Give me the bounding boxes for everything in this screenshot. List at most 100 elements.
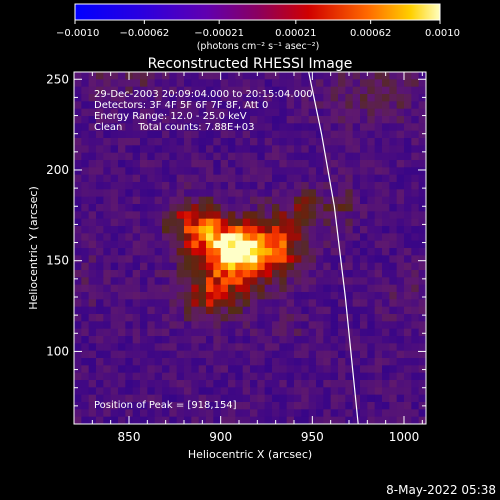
heatmap-cell bbox=[169, 328, 178, 337]
heatmap-cell bbox=[191, 160, 200, 168]
heatmap-cell bbox=[81, 314, 90, 322]
heatmap-cell bbox=[198, 321, 207, 330]
heatmap-cell bbox=[286, 343, 295, 352]
heatmap-cell bbox=[345, 277, 354, 286]
heatmap-cell bbox=[404, 336, 412, 344]
heatmap-cell bbox=[294, 350, 302, 359]
heatmap-cell bbox=[404, 86, 412, 95]
heatmap-cell bbox=[154, 240, 163, 249]
heatmap-cell bbox=[264, 152, 273, 161]
heatmap-cell bbox=[191, 321, 200, 330]
heatmap-cell bbox=[352, 270, 361, 278]
heatmap-cell bbox=[242, 343, 251, 352]
heatmap-cell bbox=[88, 233, 97, 242]
heatmap-cell bbox=[389, 358, 398, 366]
heatmap-cell bbox=[308, 226, 317, 234]
heatmap-cell bbox=[228, 204, 236, 212]
heatmap-cell bbox=[316, 86, 324, 95]
heatmap-cell bbox=[81, 218, 90, 227]
heatmap-cell bbox=[96, 167, 104, 176]
heatmap-cell bbox=[235, 182, 244, 190]
heatmap-cell bbox=[213, 160, 222, 168]
heatmap-cell bbox=[352, 314, 361, 322]
heatmap-cell bbox=[132, 387, 141, 396]
heatmap-cell bbox=[81, 321, 90, 330]
heatmap-cell bbox=[338, 145, 346, 154]
heatmap-cell bbox=[235, 218, 244, 227]
heatmap-cell bbox=[88, 394, 97, 403]
heatmap-cell bbox=[418, 292, 426, 300]
heatmap-cell bbox=[345, 262, 354, 271]
heatmap-cell bbox=[184, 116, 192, 124]
heatmap-cell bbox=[404, 343, 412, 352]
heatmap-cell bbox=[382, 277, 390, 286]
heatmap-cell bbox=[374, 182, 383, 190]
heatmap-cell bbox=[279, 394, 288, 403]
heatmap-cell bbox=[242, 174, 251, 183]
heatmap-cell bbox=[213, 94, 222, 102]
heatmap-cell bbox=[132, 189, 141, 198]
heatmap-cell bbox=[74, 321, 82, 330]
heatmap-cell bbox=[162, 248, 170, 256]
heatmap-cell bbox=[169, 277, 178, 286]
heatmap-cell bbox=[242, 182, 251, 190]
heatmap-cell bbox=[118, 240, 126, 249]
heatmap-cell bbox=[96, 116, 104, 124]
heatmap-cell bbox=[206, 79, 214, 88]
heatmap-cell bbox=[81, 138, 90, 146]
heatmap-cell bbox=[132, 218, 141, 227]
heatmap-cell bbox=[316, 248, 324, 256]
heatmap-cell bbox=[418, 167, 426, 176]
heatmap-cell bbox=[272, 174, 280, 183]
heatmap-cell bbox=[257, 204, 266, 212]
heatmap-cell bbox=[404, 255, 412, 264]
heatmap-cell bbox=[147, 350, 156, 359]
heatmap-cell bbox=[330, 86, 339, 95]
heatmap-cell bbox=[88, 182, 97, 190]
heatmap-cell bbox=[184, 160, 192, 168]
heatmap-cell bbox=[147, 138, 156, 146]
heatmap-cell bbox=[110, 416, 119, 424]
heatmap-cell bbox=[286, 270, 295, 278]
heatmap-cell bbox=[176, 218, 185, 227]
heatmap-cell bbox=[411, 350, 420, 359]
heatmap-cell bbox=[154, 211, 163, 220]
heatmap-cell bbox=[147, 321, 156, 330]
heatmap-cell bbox=[352, 233, 361, 242]
heatmap-cell bbox=[250, 248, 258, 256]
colorbar-units-label: (photons cm⁻² s⁻¹ asec⁻²) bbox=[197, 41, 320, 52]
heatmap-cell bbox=[118, 130, 126, 139]
heatmap-cell bbox=[272, 321, 280, 330]
heatmap-cell bbox=[257, 350, 266, 359]
heatmap-cell bbox=[250, 365, 258, 374]
heatmap-cell bbox=[396, 409, 405, 418]
heatmap-cell bbox=[81, 277, 90, 286]
heatmap-cell bbox=[367, 292, 376, 300]
heatmap-cell bbox=[294, 380, 302, 388]
heatmap-cell bbox=[330, 350, 339, 359]
heatmap-cell bbox=[294, 116, 302, 124]
heatmap-cell bbox=[264, 72, 273, 80]
heatmap-cell bbox=[220, 372, 229, 381]
heatmap-cell bbox=[242, 138, 251, 146]
heatmap-cell bbox=[110, 72, 119, 80]
heatmap-cell bbox=[110, 328, 119, 337]
heatmap-cell bbox=[103, 189, 112, 198]
heatmap-cell bbox=[411, 196, 420, 205]
heatmap-cell bbox=[220, 130, 229, 139]
heatmap-cell bbox=[118, 86, 126, 95]
heatmap-cell bbox=[103, 255, 112, 264]
heatmap-cell bbox=[382, 167, 390, 176]
heatmap-cell bbox=[125, 182, 134, 190]
heatmap-cell bbox=[191, 108, 200, 117]
heatmap-cell bbox=[323, 292, 332, 300]
heatmap-cell bbox=[96, 218, 104, 227]
heatmap-cell bbox=[213, 416, 222, 424]
heatmap-cell bbox=[74, 204, 82, 212]
heatmap-cell bbox=[294, 270, 302, 278]
heatmap-cell bbox=[220, 292, 229, 300]
heatmap-cell bbox=[125, 255, 134, 264]
heatmap-cell bbox=[301, 86, 310, 95]
heatmap-cell bbox=[264, 394, 273, 403]
